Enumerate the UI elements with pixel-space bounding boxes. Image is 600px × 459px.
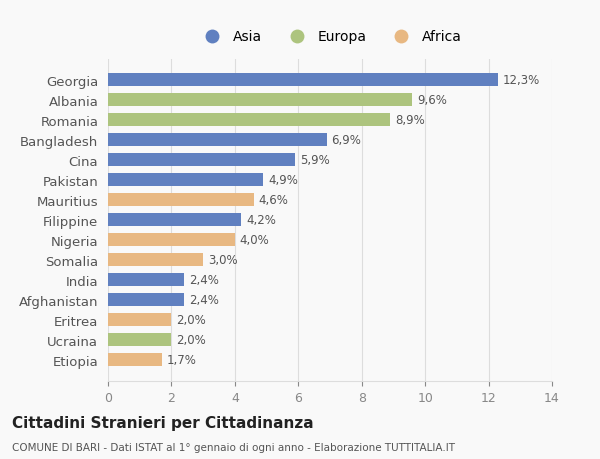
Bar [108,134,327,147]
Text: 2,4%: 2,4% [189,294,219,307]
Bar [108,234,235,247]
Bar [108,194,254,207]
Bar [108,174,263,187]
Text: COMUNE DI BARI - Dati ISTAT al 1° gennaio di ogni anno - Elaborazione TUTTITALIA: COMUNE DI BARI - Dati ISTAT al 1° gennai… [12,442,455,452]
Text: 8,9%: 8,9% [395,114,425,127]
Bar [108,313,172,326]
Text: 9,6%: 9,6% [417,94,447,107]
Text: 3,0%: 3,0% [208,254,238,267]
Bar [108,334,172,347]
Text: 2,0%: 2,0% [176,333,206,347]
Bar [108,154,295,167]
Legend: Asia, Europa, Africa: Asia, Europa, Africa [193,25,467,50]
Text: 1,7%: 1,7% [167,353,197,366]
Text: 5,9%: 5,9% [300,154,329,167]
Text: 4,0%: 4,0% [239,234,269,247]
Bar [108,214,241,227]
Bar [108,114,390,127]
Text: 12,3%: 12,3% [503,74,540,87]
Bar [108,294,184,307]
Text: 4,2%: 4,2% [246,214,276,227]
Bar [108,254,203,267]
Bar [108,274,184,286]
Text: 2,0%: 2,0% [176,313,206,326]
Text: 4,9%: 4,9% [268,174,298,187]
Text: Cittadini Stranieri per Cittadinanza: Cittadini Stranieri per Cittadinanza [12,415,314,430]
Text: 6,9%: 6,9% [332,134,361,147]
Text: 4,6%: 4,6% [259,194,289,207]
Text: 2,4%: 2,4% [189,274,219,286]
Bar [108,74,498,87]
Bar [108,94,412,107]
Bar [108,353,162,366]
